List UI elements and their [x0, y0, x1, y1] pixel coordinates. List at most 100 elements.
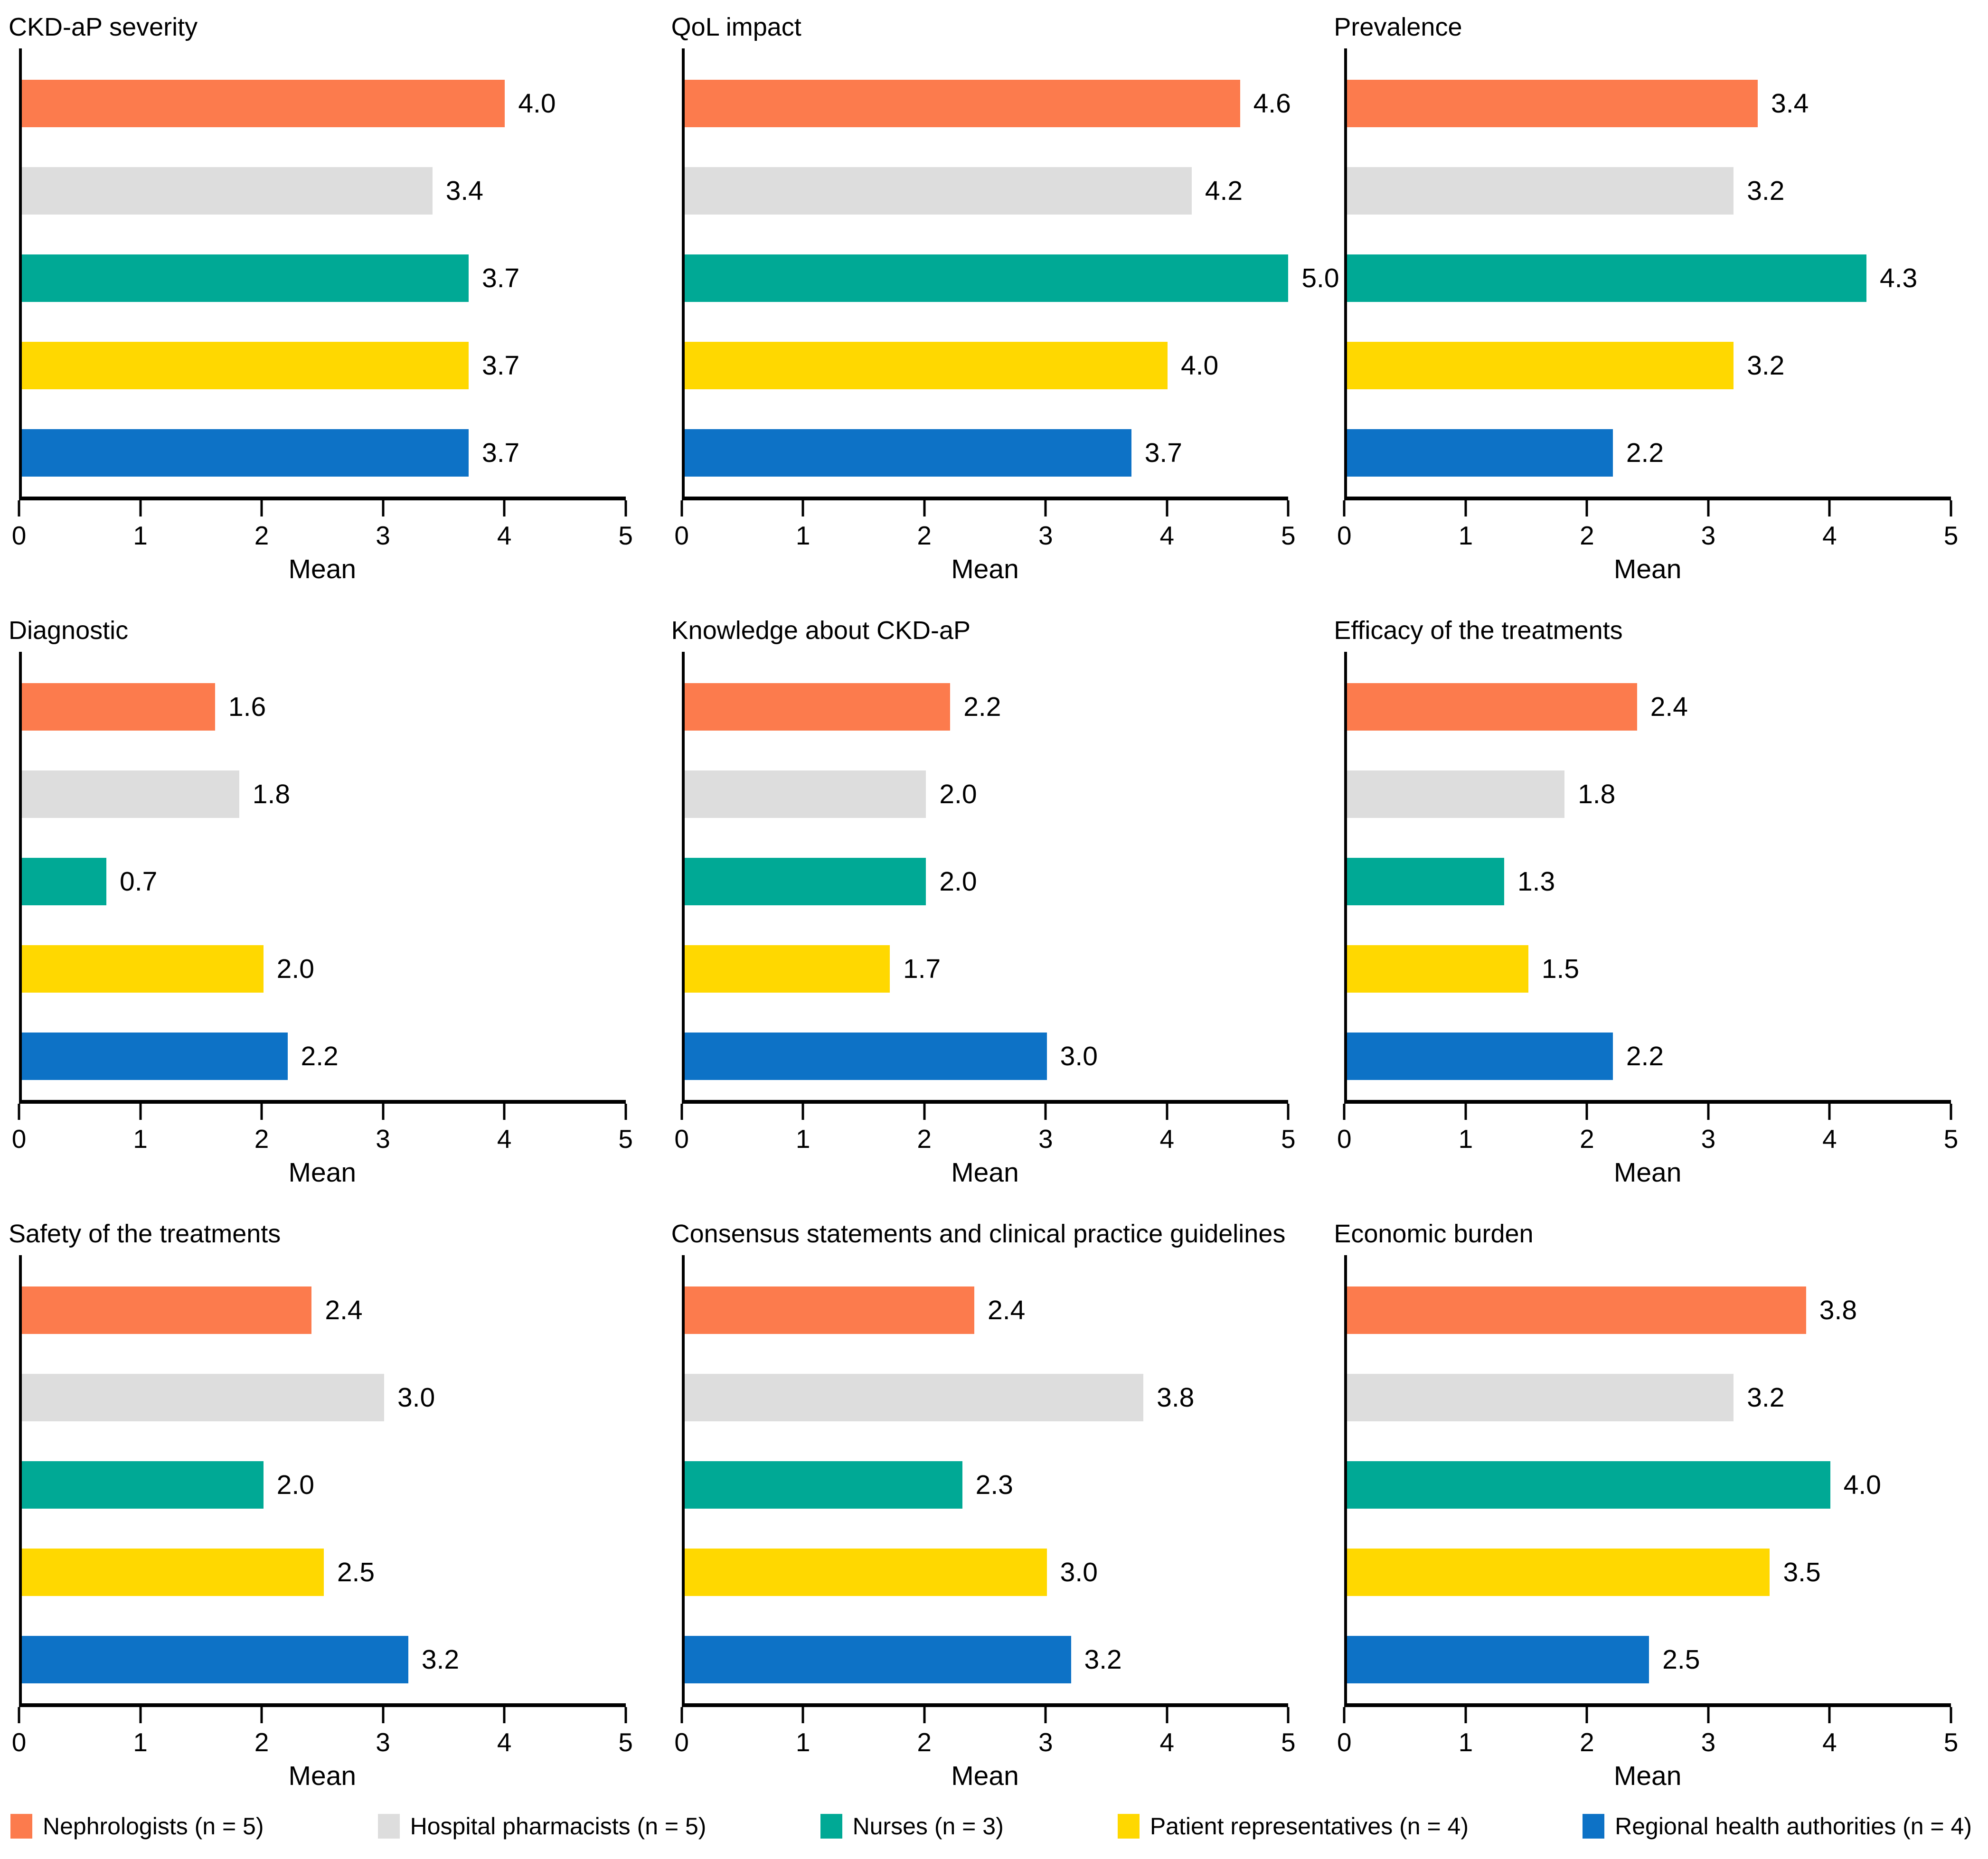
bar-hospital-pharmacists-n-5 [684, 770, 926, 818]
x-tick-label: 2 [254, 521, 269, 550]
x-tick-label: 4 [1822, 1124, 1837, 1154]
bar-row: 3.8 [684, 1354, 1289, 1441]
chart-panel: QoL impact 4.6 4.2 5.0 4.0 3.7 0 1 2 3 4 5 Mean [663, 7, 1339, 584]
bar-hospital-pharmacists-n-5 [1347, 1374, 1734, 1421]
bar-nephrologists-n-5 [684, 80, 1240, 127]
legend-item: Nurses (n = 3) [820, 1812, 1004, 1840]
x-tick-label: 4 [1159, 1728, 1175, 1757]
bar-value-label: 2.2 [1626, 438, 1664, 468]
x-tick [1044, 500, 1047, 516]
x-tick [260, 1707, 263, 1723]
chart-panel: Economic burden 3.8 3.2 4.0 3.5 2.5 0 1 2 3 4 5 M… [1325, 1213, 1988, 1791]
x-tick [1707, 1104, 1710, 1120]
x-tick-label: 4 [1822, 1728, 1837, 1757]
x-tick-label: 4 [1822, 521, 1837, 550]
bar-row: 3.2 [1347, 322, 1951, 409]
x-tick-label: 1 [795, 1124, 810, 1154]
bar-regional-health-authorities-n-4 [1347, 429, 1613, 477]
bar-value-label: 3.2 [1084, 1644, 1122, 1675]
bar-row: 3.7 [22, 409, 626, 497]
bar-row: 3.0 [684, 1529, 1289, 1616]
plot-area: 2.4 3.0 2.0 2.5 3.2 0 1 2 3 4 5 Mean [12, 1255, 633, 1791]
x-axis-ticks: 0 1 2 3 4 5 [674, 500, 1296, 553]
x-axis-ticks: 0 1 2 3 4 5 [1337, 1104, 1958, 1156]
bar-patient-representatives-n-4 [1347, 1549, 1770, 1596]
chart-title: Knowledge about CKD-aP [671, 616, 971, 645]
x-tick [624, 1104, 627, 1120]
bar-row: 1.8 [22, 751, 626, 838]
legend-label: Nephrologists (n = 5) [43, 1813, 264, 1840]
bar-row: 2.2 [684, 663, 1289, 751]
bar-value-label: 4.3 [1879, 263, 1918, 293]
bar-row: 1.8 [1347, 751, 1951, 838]
x-tick [1166, 1707, 1168, 1723]
bar-patient-representatives-n-4 [1347, 945, 1528, 993]
bar-row: 3.2 [22, 1616, 626, 1703]
bar-hospital-pharmacists-n-5 [684, 167, 1192, 215]
x-tick-label: 0 [674, 1124, 689, 1154]
bar-regional-health-authorities-n-4 [684, 1033, 1047, 1080]
bar-value-label: 2.4 [325, 1295, 363, 1325]
x-tick [382, 1707, 385, 1723]
bar-patient-representatives-n-4 [684, 1549, 1047, 1596]
legend-item: Regional health authorities (n = 4) [1583, 1812, 1972, 1840]
x-tick [680, 1104, 683, 1120]
bar-value-label: 1.8 [1578, 779, 1616, 809]
x-tick [1707, 1707, 1710, 1723]
x-tick-label: 2 [917, 1124, 932, 1154]
x-tick-label: 5 [618, 1124, 633, 1154]
bars-area: 2.4 3.8 2.3 3.0 3.2 [681, 1255, 1289, 1707]
x-tick [18, 1707, 20, 1723]
plot-area: 4.0 3.4 3.7 3.7 3.7 0 1 2 3 4 5 Mean [12, 48, 633, 584]
bars-area: 3.4 3.2 4.3 3.2 2.2 [1344, 48, 1951, 500]
bar-row: 3.7 [22, 322, 626, 409]
x-axis-ticks: 0 1 2 3 4 5 [12, 500, 633, 553]
bar-value-label: 1.3 [1517, 866, 1555, 897]
bar-value-label: 4.0 [1180, 350, 1219, 381]
x-tick [1343, 500, 1346, 516]
bars-area: 2.4 1.8 1.3 1.5 2.2 [1344, 652, 1951, 1104]
bar-value-label: 3.5 [1783, 1557, 1821, 1587]
bar-hospital-pharmacists-n-5 [22, 770, 239, 818]
bar-nurses-n-3 [1347, 1461, 1830, 1509]
legend-item: Hospital pharmacists (n = 5) [377, 1812, 706, 1840]
x-tick-label: 4 [497, 1124, 512, 1154]
x-tick-label: 4 [1159, 1124, 1175, 1154]
bar-regional-health-authorities-n-4 [22, 1636, 408, 1683]
bar-row: 3.8 [1347, 1267, 1951, 1354]
bar-value-label: 2.2 [301, 1041, 339, 1071]
x-tick [1585, 500, 1588, 516]
x-tick-label: 2 [1580, 521, 1594, 550]
bars-area: 1.6 1.8 0.7 2.0 2.2 [19, 652, 626, 1104]
bar-value-label: 2.0 [939, 779, 977, 809]
x-tick-label: 5 [1281, 521, 1296, 550]
x-tick [382, 1104, 385, 1120]
chart-title: Safety of the treatments [9, 1220, 281, 1248]
x-axis-title: Mean [951, 1761, 1019, 1791]
legend-swatch-nurses-n-3 [820, 1814, 842, 1839]
x-tick [1343, 1104, 1346, 1120]
x-tick-label: 3 [1038, 521, 1053, 550]
bar-value-label: 2.4 [1650, 692, 1688, 722]
x-tick [1707, 500, 1710, 516]
bar-value-label: 3.2 [1747, 1382, 1785, 1413]
x-tick-label: 3 [1701, 1728, 1716, 1757]
bar-value-label: 4.6 [1253, 88, 1291, 119]
bars-area: 2.2 2.0 2.0 1.7 3.0 [681, 652, 1289, 1104]
bar-row: 0.7 [22, 838, 626, 925]
bars-area: 3.8 3.2 4.0 3.5 2.5 [1344, 1255, 1951, 1707]
chart-title: Economic burden [1334, 1220, 1534, 1248]
plot-area: 1.6 1.8 0.7 2.0 2.2 0 1 2 3 4 5 Mean [12, 652, 633, 1187]
bar-row: 4.0 [684, 322, 1289, 409]
bar-row: 3.7 [22, 235, 626, 322]
chart-title: Diagnostic [9, 616, 129, 645]
x-tick-label: 3 [1701, 1124, 1716, 1154]
x-tick-label: 3 [1038, 1728, 1053, 1757]
x-tick [503, 1707, 506, 1723]
bar-value-label: 3.7 [482, 263, 520, 293]
bar-value-label: 2.4 [988, 1295, 1026, 1325]
bar-row: 4.6 [684, 60, 1291, 147]
bar-nurses-n-3 [1347, 254, 1866, 302]
bar-value-label: 3.7 [482, 350, 520, 381]
